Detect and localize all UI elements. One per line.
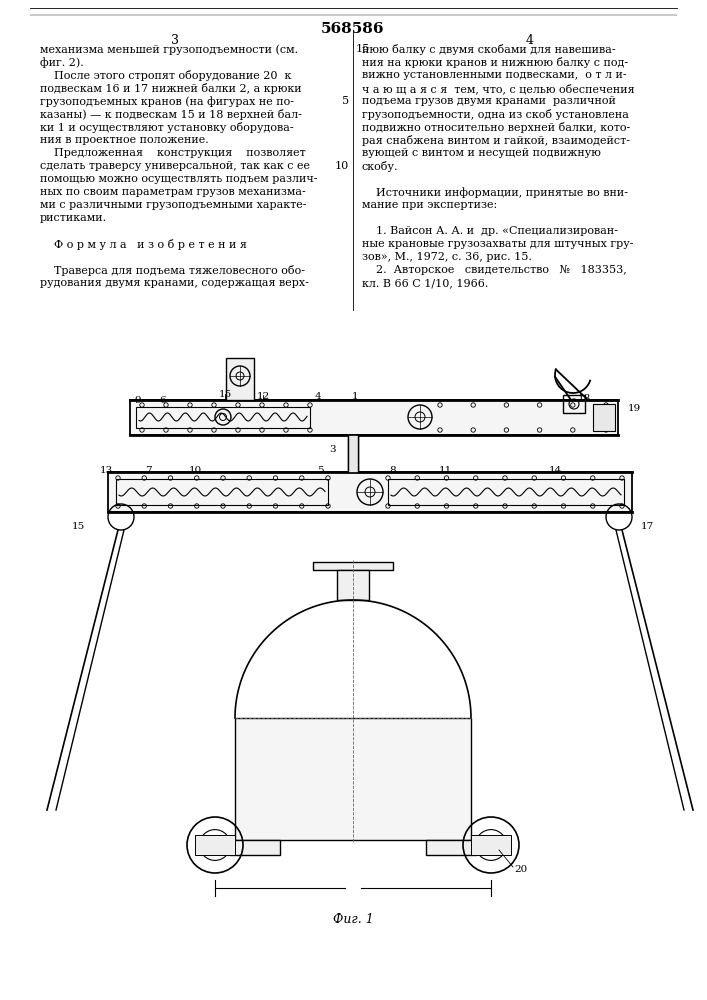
Text: 18: 18 xyxy=(578,394,590,403)
Text: подъема грузов двумя кранами  различной: подъема грузов двумя кранами различной xyxy=(362,96,616,106)
Text: Ф о р м у л а   и з о б р е т е н и я: Ф о р м у л а и з о б р е т е н и я xyxy=(40,239,247,250)
Text: 20: 20 xyxy=(515,865,527,874)
Text: ные крановые грузозахваты для штучных гру-: ные крановые грузозахваты для штучных гр… xyxy=(362,239,633,249)
Text: 14: 14 xyxy=(549,466,561,475)
Text: мание при экспертизе:: мание при экспертизе: xyxy=(362,200,497,210)
Text: рудования двумя кранами, содержащая верх-: рудования двумя кранами, содержащая верх… xyxy=(40,278,309,288)
Text: вижно установленными подвесками,  о т л и-: вижно установленными подвесками, о т л и… xyxy=(362,70,626,80)
Text: 4: 4 xyxy=(526,34,534,47)
Text: подвижно относительно верхней балки, кото-: подвижно относительно верхней балки, кот… xyxy=(362,122,630,133)
Text: 4: 4 xyxy=(315,392,321,401)
Text: 17: 17 xyxy=(641,522,654,531)
Bar xyxy=(116,479,328,505)
Text: помощью можно осуществлять подъем различ-: помощью можно осуществлять подъем различ… xyxy=(40,174,317,184)
Text: 13: 13 xyxy=(100,466,112,475)
Text: ния на крюки кранов и нижнюю балку с под-: ния на крюки кранов и нижнюю балку с под… xyxy=(362,57,628,68)
Text: 1: 1 xyxy=(351,392,358,401)
Bar xyxy=(593,404,615,431)
Text: 3: 3 xyxy=(171,34,179,47)
Bar xyxy=(563,395,585,413)
Text: 568586: 568586 xyxy=(321,22,385,36)
Text: Предложенная    конструкция    позволяет: Предложенная конструкция позволяет xyxy=(40,148,305,158)
Bar xyxy=(235,718,471,840)
Bar xyxy=(472,835,510,855)
Text: сделать траверсу универсальной, так как с ее: сделать траверсу универсальной, так как … xyxy=(40,161,310,171)
Text: 3: 3 xyxy=(329,445,337,454)
Text: 5: 5 xyxy=(342,96,349,106)
Text: ристиками.: ристиками. xyxy=(40,213,107,223)
Text: кл. В 66 С 1/10, 1966.: кл. В 66 С 1/10, 1966. xyxy=(362,278,489,288)
Text: фиг. 2).: фиг. 2). xyxy=(40,57,83,68)
Bar xyxy=(226,358,254,400)
Bar xyxy=(195,835,235,855)
Bar xyxy=(426,840,476,855)
Bar xyxy=(348,435,358,472)
Bar xyxy=(130,400,618,435)
Text: 10: 10 xyxy=(334,161,349,171)
Text: 10: 10 xyxy=(188,466,201,475)
Text: зов», М., 1972, с. 36, рис. 15.: зов», М., 1972, с. 36, рис. 15. xyxy=(362,252,532,262)
Text: 9: 9 xyxy=(135,396,141,405)
Text: подвескам 16 и 17 нижней балки 2, а крюки: подвескам 16 и 17 нижней балки 2, а крюк… xyxy=(40,83,302,94)
Text: ния в проектное положение.: ния в проектное положение. xyxy=(40,135,209,145)
Text: 15: 15 xyxy=(71,522,85,531)
Text: механизма меньшей грузоподъемности (см.: механизма меньшей грузоподъемности (см. xyxy=(40,44,298,55)
Bar xyxy=(230,840,280,855)
Text: вующей с винтом и несущей подвижную: вующей с винтом и несущей подвижную xyxy=(362,148,601,158)
Text: 15: 15 xyxy=(356,44,370,54)
Text: грузоподъемности, одна из скоб установлена: грузоподъемности, одна из скоб установле… xyxy=(362,109,629,120)
Text: казаны) — к подвескам 15 и 18 верхней бал-: казаны) — к подвескам 15 и 18 верхней ба… xyxy=(40,109,302,120)
Text: нюю балку с двумя скобами для навешива-: нюю балку с двумя скобами для навешива- xyxy=(362,44,616,55)
Text: 2.  Авторское   свидетельство   №   183353,: 2. Авторское свидетельство № 183353, xyxy=(362,265,626,275)
Text: 5: 5 xyxy=(317,466,323,475)
Text: рая снабжена винтом и гайкой, взаимодейст-: рая снабжена винтом и гайкой, взаимодейс… xyxy=(362,135,630,146)
Text: 1. Вайсон А. А. и  др. «Специализирован-: 1. Вайсон А. А. и др. «Специализирован- xyxy=(362,226,618,236)
Text: 8: 8 xyxy=(390,466,397,475)
Text: 11: 11 xyxy=(438,466,452,475)
Text: 6: 6 xyxy=(160,396,166,405)
Text: ных по своим параметрам грузов механизма-: ных по своим параметрам грузов механизма… xyxy=(40,187,305,197)
Text: ч а ю щ а я с я  тем, что, с целью обеспечения: ч а ю щ а я с я тем, что, с целью обеспе… xyxy=(362,83,635,94)
Text: ми с различными грузоподъемными характе-: ми с различными грузоподъемными характе- xyxy=(40,200,307,210)
Text: Фиг. 1: Фиг. 1 xyxy=(332,913,373,926)
Text: 19: 19 xyxy=(628,404,641,413)
Text: 12: 12 xyxy=(257,392,269,401)
Text: Траверса для подъема тяжеловесного обо-: Траверса для подъема тяжеловесного обо- xyxy=(40,265,305,276)
Text: 7: 7 xyxy=(145,466,151,475)
Bar xyxy=(108,472,632,512)
Text: грузоподъемных кранов (на фигурах не по-: грузоподъемных кранов (на фигурах не по- xyxy=(40,96,294,107)
Text: Источники информации, принятые во вни-: Источники информации, принятые во вни- xyxy=(362,187,628,198)
Text: После этого стропят оборудование 20  к: После этого стропят оборудование 20 к xyxy=(40,70,291,81)
Text: скобу.: скобу. xyxy=(362,161,399,172)
Bar xyxy=(388,479,624,505)
Bar xyxy=(136,407,310,428)
Bar xyxy=(337,570,369,600)
Bar xyxy=(313,562,393,570)
Text: 15: 15 xyxy=(218,390,232,399)
Text: ки 1 и осуществляют установку оборудова-: ки 1 и осуществляют установку оборудова- xyxy=(40,122,293,133)
